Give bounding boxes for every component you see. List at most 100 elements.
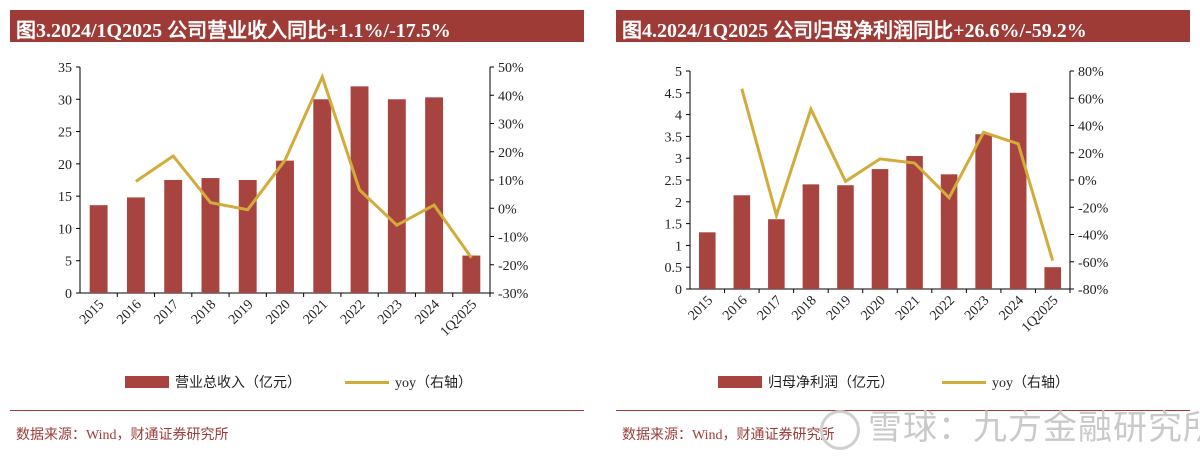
right-tick-label: 60% — [1078, 92, 1104, 107]
chart-title-bar: 图4.2024/1Q2025 公司归母净利润同比+26.6%/-59.2% — [616, 10, 1190, 42]
right-tick-label: 20% — [1078, 147, 1104, 162]
chart-panel-net-profit: 图4.2024/1Q2025 公司归母净利润同比+26.6%/-59.2% 0 0… — [606, 0, 1196, 460]
chart-panel-revenue: 图3.2024/1Q2025 公司营业收入同比+1.1%/-17.5% 0 5 10… — [0, 0, 590, 460]
bar — [940, 174, 958, 289]
x-tick-label: 2015 — [686, 293, 716, 323]
x-tick-label: 2018 — [189, 297, 219, 327]
x-tick-label: 1Q2025 — [1019, 293, 1062, 336]
right-tick-label: -40% — [1078, 229, 1109, 244]
right-tick-label: -60% — [1078, 256, 1109, 271]
x-tick-label: 2023 — [962, 293, 992, 323]
bar — [276, 160, 294, 293]
legend-bar-swatch — [718, 376, 762, 388]
right-tick-label: -20% — [498, 259, 529, 274]
bar — [1009, 92, 1027, 289]
left-tick-label: 1.5 — [665, 218, 683, 233]
legend-item-bars: 营业总收入（亿元） — [125, 372, 301, 392]
x-tick-label: 2022 — [338, 297, 368, 327]
right-tick-label: 0% — [1078, 174, 1097, 189]
right-tick-label: 10% — [498, 174, 524, 189]
chart-legend: 归母净利润（亿元） yoy（右轴） — [606, 372, 1196, 392]
bar — [768, 219, 785, 289]
x-tick-label: 2023 — [375, 297, 405, 327]
chart-title: 图3.2024/1Q2025 公司营业收入同比+1.1%/-17.5% — [16, 20, 451, 42]
bar — [975, 134, 992, 289]
watermark-text: 雪球：九方金融研究所 — [868, 408, 1200, 448]
left-tick-label: 25 — [58, 126, 72, 141]
x-tick-label: 1Q2025 — [438, 297, 481, 340]
left-tick-label: 3 — [675, 152, 682, 167]
right-tick-label: 80% — [1078, 65, 1104, 80]
right-tick-label: -80% — [1078, 283, 1109, 298]
bar — [733, 195, 751, 289]
x-tick-label: 2016 — [114, 297, 144, 327]
bar — [837, 185, 854, 289]
x-tick-label: 2021 — [893, 293, 923, 323]
left-tick-label: 2 — [675, 196, 682, 211]
bar — [906, 156, 923, 289]
x-tick-label: 2018 — [789, 293, 819, 323]
left-tick-label: 1 — [675, 239, 682, 254]
bar — [201, 178, 220, 293]
source-note: 数据来源：Wind，财通证券研究所 — [16, 428, 229, 443]
revenue-chart-svg: 0 5 10 15 20 25 30 35 -30% -20% -10% 0% 10% 20% 30% 40%… — [58, 61, 529, 340]
bar — [802, 184, 820, 289]
bar — [387, 99, 406, 294]
bar — [462, 255, 481, 293]
left-tick-label: 35 — [58, 61, 72, 76]
x-tick-label: 2019 — [226, 297, 256, 327]
legend-item-bars: 归母净利润（亿元） — [718, 372, 894, 392]
bar — [1044, 267, 1062, 289]
bar — [238, 180, 257, 293]
left-tick-label: 10 — [58, 222, 72, 237]
x-tick-label: 2016 — [720, 293, 750, 323]
right-tick-label: 0% — [498, 202, 517, 217]
bar — [698, 232, 716, 289]
chart-legend: 营业总收入（亿元） yoy（右轴） — [0, 372, 590, 392]
right-tick-label: 20% — [498, 146, 524, 161]
yoy-line — [740, 88, 1055, 262]
legend-line-label: yoy（右轴） — [395, 376, 472, 391]
x-tick-label: 2019 — [824, 293, 854, 323]
left-tick-label: 30 — [58, 93, 72, 108]
left-tick-label: 0.5 — [665, 261, 683, 276]
x-tick-label: 2024 — [997, 293, 1027, 323]
source-note: 数据来源：Wind，财通证券研究所 — [622, 428, 835, 443]
bar — [89, 205, 108, 293]
watermark: 雪球：九方金融研究所 — [820, 400, 1200, 450]
legend-line-swatch — [345, 380, 389, 384]
yoy-line — [135, 72, 473, 259]
chart-title-bar: 图3.2024/1Q2025 公司营业收入同比+1.1%/-17.5% — [10, 10, 584, 42]
right-tick-label: 40% — [498, 89, 524, 104]
legend-bar-label: 营业总收入（亿元） — [175, 376, 301, 391]
left-tick-label: 4 — [675, 109, 682, 124]
legend-line-label: yoy（右轴） — [992, 376, 1069, 391]
left-tick-label: 0 — [65, 287, 72, 302]
left-tick-label: 5 — [675, 65, 682, 80]
legend-bar-label: 归母净利润（亿元） — [768, 376, 894, 391]
right-tick-label: 30% — [498, 118, 524, 133]
legend-line-swatch — [942, 380, 986, 384]
x-tick-label: 2024 — [413, 297, 443, 327]
x-tick-label: 2017 — [152, 297, 182, 327]
footer-divider — [616, 410, 1190, 411]
right-tick-label: 40% — [1078, 120, 1104, 135]
bar — [425, 97, 444, 293]
x-tick-label: 2020 — [263, 297, 293, 327]
x-tick-label: 2021 — [301, 297, 331, 327]
footer-divider — [10, 410, 584, 411]
net-profit-chart-svg: 0 0.5 1 1.5 2 2.5 3 3.5 4 4.5 5 -80% -60% -40% -20% 0% 2… — [665, 65, 1109, 336]
right-tick-label: 50% — [498, 61, 524, 76]
x-tick-label: 2015 — [77, 297, 107, 327]
left-tick-label: 15 — [58, 190, 72, 205]
left-tick-label: 4.5 — [665, 87, 683, 102]
left-tick-label: 20 — [58, 158, 72, 173]
right-tick-label: -30% — [498, 287, 529, 302]
right-tick-label: -10% — [498, 231, 529, 246]
left-tick-label: 3.5 — [665, 130, 683, 145]
x-tick-label: 2020 — [858, 293, 888, 323]
left-tick-label: 0 — [675, 283, 682, 298]
bar — [313, 99, 332, 294]
bar — [871, 169, 889, 289]
chart-title: 图4.2024/1Q2025 公司归母净利润同比+26.6%/-59.2% — [622, 20, 1087, 42]
